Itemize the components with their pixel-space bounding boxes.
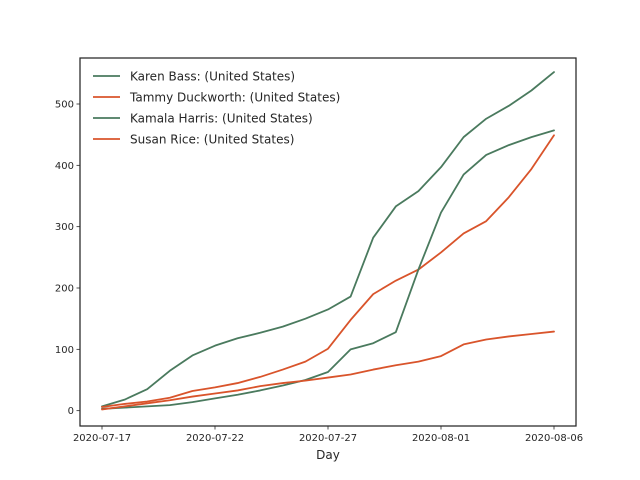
legend: Karen Bass: (United States) Tammy Duckwor… bbox=[93, 70, 340, 147]
y-tick-label: 400 bbox=[55, 161, 74, 172]
series-line-4 bbox=[101, 330, 555, 411]
legend-label-1: Karen Bass: (United States) bbox=[130, 70, 295, 84]
series-line-3 bbox=[101, 129, 555, 410]
y-tick-label: 0 bbox=[68, 406, 74, 417]
series-line-2 bbox=[101, 134, 555, 408]
y-tick-label: 100 bbox=[55, 345, 74, 356]
series-line-1 bbox=[101, 71, 555, 408]
y-axis-ticks: 0 100 200 300 400 500 bbox=[55, 100, 80, 417]
x-axis-ticks: 2020-07-17 2020-07-22 2020-07-27 2020-08-01… bbox=[73, 426, 583, 444]
x-axis-label: Day bbox=[316, 448, 340, 462]
x-tick-label: 2020-08-01 bbox=[412, 433, 470, 444]
y-tick-label: 500 bbox=[55, 100, 74, 111]
legend-label-2: Tammy Duckworth: (United States) bbox=[129, 91, 340, 105]
y-tick-label: 300 bbox=[55, 222, 74, 233]
series-lines bbox=[101, 71, 555, 411]
legend-label-3: Kamala Harris: (United States) bbox=[130, 112, 313, 126]
x-tick-label: 2020-08-06 bbox=[525, 433, 583, 444]
y-tick-label: 200 bbox=[55, 284, 74, 295]
x-tick-label: 2020-07-17 bbox=[73, 433, 131, 444]
legend-label-4: Susan Rice: (United States) bbox=[130, 133, 294, 147]
x-tick-label: 2020-07-27 bbox=[299, 433, 357, 444]
x-tick-label: 2020-07-22 bbox=[186, 433, 244, 444]
